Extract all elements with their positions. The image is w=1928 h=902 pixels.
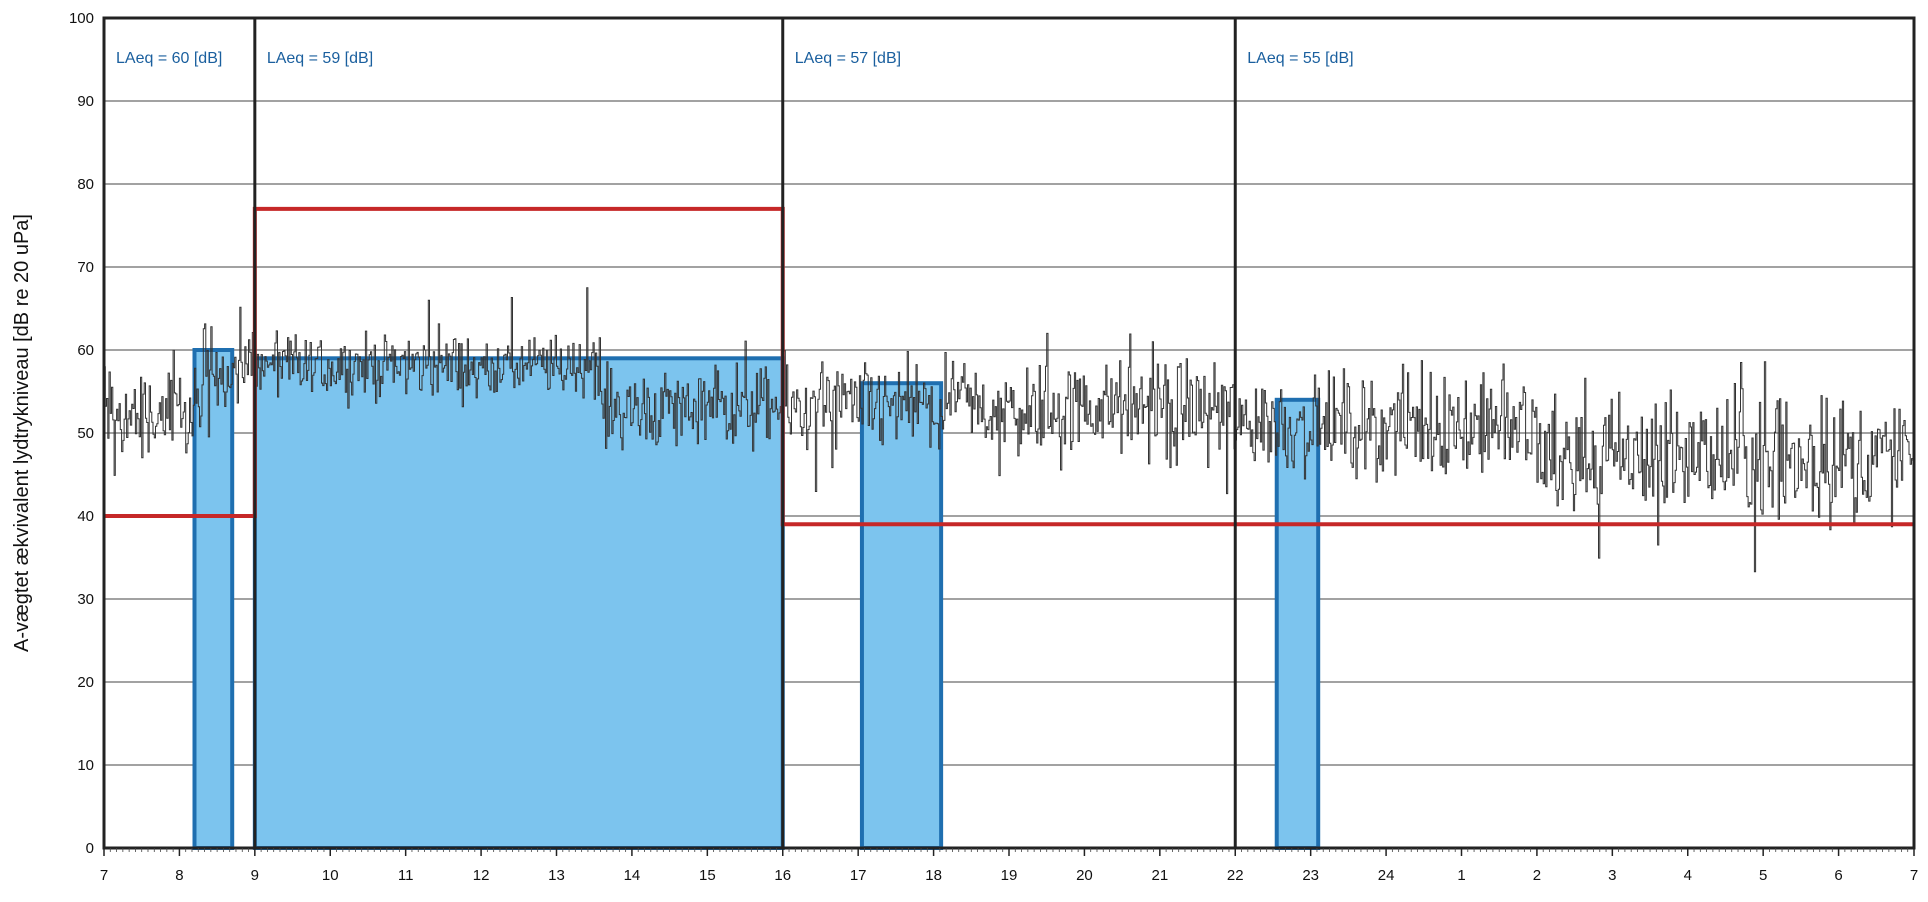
limit-line-path (104, 206, 1914, 527)
x-tick-label: 14 (624, 867, 641, 884)
y-axis-title: A-vægtet ækvivalent lydtrykniveau [dB re… (11, 214, 33, 652)
x-tick-label: 4 (1684, 867, 1692, 884)
x-tick-label: 19 (1001, 867, 1018, 884)
laeq-bar (192, 348, 235, 850)
x-tick-label: 8 (175, 867, 183, 884)
x-tick-label: 15 (699, 867, 716, 884)
x-tick-label: 12 (473, 867, 490, 884)
x-tick-label: 10 (322, 867, 339, 884)
y-tick-label: 60 (77, 342, 94, 359)
x-tick-label: 3 (1608, 867, 1616, 884)
limit-line (104, 206, 1914, 527)
x-tick-label: 24 (1378, 867, 1395, 884)
laeq-label: LAeq = 57 [dB] (795, 50, 901, 67)
laeq-bar (252, 356, 785, 850)
y-tick-label: 30 (77, 591, 94, 608)
x-tick-label: 6 (1834, 867, 1842, 884)
y-tick-label: 90 (77, 93, 94, 110)
laeq-label: LAeq = 59 [dB] (267, 50, 373, 67)
laeq-bar (859, 381, 944, 850)
x-tick-label: 9 (251, 867, 259, 884)
x-tick-labels: 7 8 9 10 11 12 13 14 15 16 17 18 19 20 21 22 23 24 1 2 3 4 5 6 7 (100, 848, 1918, 884)
x-tick-label: 2 (1533, 867, 1541, 884)
laeq-labels: LAeq = 60 [dB] LAeq = 59 [dB] LAeq = 57 [d… (116, 50, 1354, 67)
x-tick-label: 7 (1910, 867, 1918, 884)
y-tick-label: 70 (77, 259, 94, 276)
laeq-label: LAeq = 55 [dB] (1247, 50, 1353, 67)
x-tick-label: 22 (1227, 867, 1244, 884)
y-tick-label: 50 (77, 425, 94, 442)
y-tick-label: 20 (77, 674, 94, 691)
y-tick-labels: 0 10 20 30 40 50 60 70 80 90 100 (69, 10, 94, 857)
x-tick-label: 20 (1076, 867, 1093, 884)
x-tick-label: 13 (548, 867, 565, 884)
x-tick-label: 18 (925, 867, 942, 884)
y-tick-label: 10 (77, 757, 94, 774)
x-tick-label: 7 (100, 867, 108, 884)
x-tick-label: 1 (1457, 867, 1465, 884)
x-tick-label: 11 (398, 867, 414, 884)
noise-line (104, 287, 1915, 573)
y-tick-label: 40 (77, 508, 94, 525)
y-tick-label: 0 (86, 840, 94, 857)
noise-series (104, 287, 1915, 573)
x-tick-label: 16 (774, 867, 791, 884)
x-tick-label: 5 (1759, 867, 1767, 884)
x-tick-label: 17 (850, 867, 867, 884)
laeq-label: LAeq = 60 [dB] (116, 50, 222, 67)
x-tick-label: 21 (1151, 867, 1168, 884)
x-tick-label: 23 (1302, 867, 1319, 884)
laeq-bar (1274, 397, 1321, 850)
y-tick-label: 80 (77, 176, 94, 193)
y-tick-label: 100 (69, 10, 94, 27)
